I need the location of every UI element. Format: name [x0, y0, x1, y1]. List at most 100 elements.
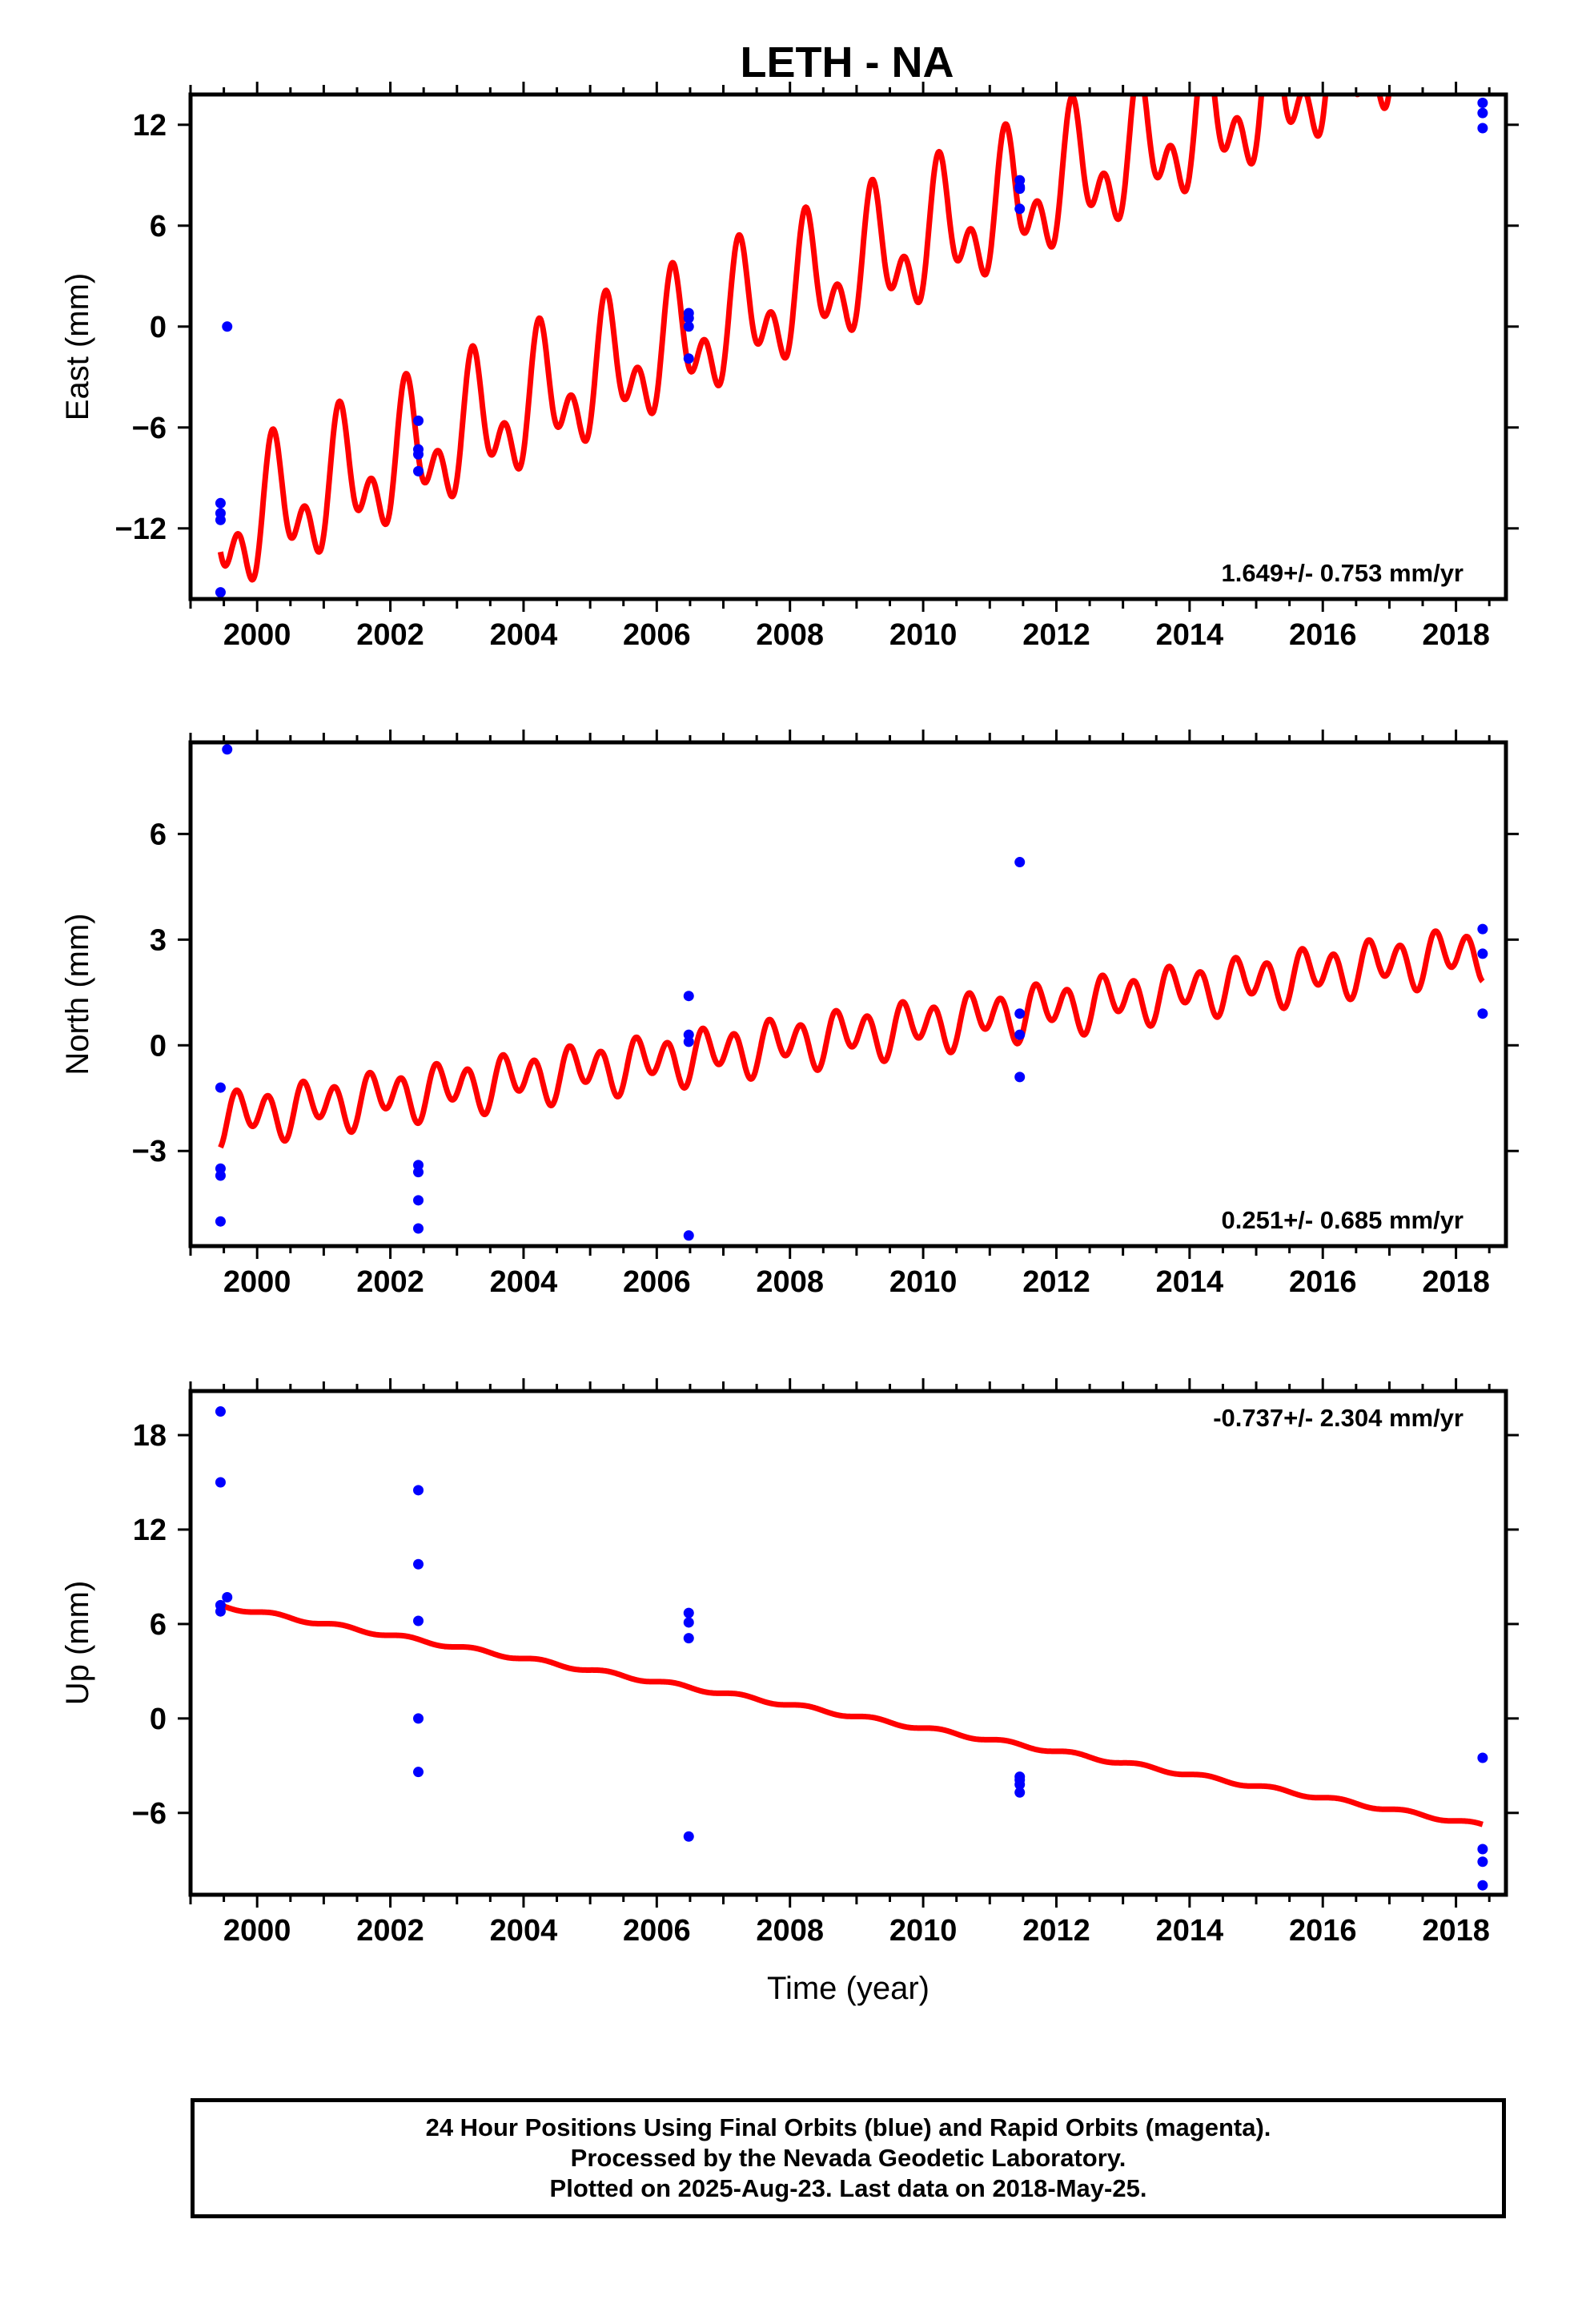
- data-point: [413, 1485, 424, 1496]
- x-tick-label: 2018: [1422, 1914, 1490, 1948]
- panel-east: 2000 2002 2004 2006 2008 2010 2012 2014 2016 2018…: [60, 82, 1519, 652]
- panel-frame: [188, 740, 1508, 1248]
- x-tick-label: 2016: [1289, 1914, 1357, 1948]
- data-point: [683, 1617, 694, 1628]
- data-point: [413, 1167, 424, 1178]
- panel-data: [215, 1406, 1488, 1891]
- x-tick-label: 2012: [1022, 1265, 1090, 1299]
- y-tick-label: −3: [132, 1135, 167, 1168]
- y-tick-label: −6: [132, 412, 167, 445]
- y-axis-label: East (mm): [60, 273, 95, 420]
- data-point: [1014, 1008, 1026, 1019]
- x-tick-label: 2010: [889, 1914, 958, 1948]
- x-tick-label: 2008: [756, 618, 824, 652]
- data-point: [222, 321, 233, 332]
- x-tick-label: 2014: [1156, 1914, 1224, 1948]
- y-tick-label: 12: [133, 109, 167, 143]
- x-tick-label: 2000: [223, 1265, 291, 1299]
- x-tick-label: 2002: [356, 1914, 424, 1948]
- panel-north: 2000 2002 2004 2006 2008 2010 2012 2014 2016 2018…: [60, 730, 1519, 1299]
- x-tick-label: 2014: [1156, 618, 1224, 652]
- y-tick-label: −12: [115, 513, 167, 546]
- data-point: [1477, 1008, 1488, 1019]
- y-tick-label: 6: [150, 210, 167, 243]
- data-point: [215, 1406, 226, 1417]
- data-point: [683, 353, 694, 364]
- data-point: [1477, 98, 1488, 108]
- data-point: [222, 1591, 233, 1602]
- data-point: [215, 1216, 226, 1227]
- rate-label: 1.649+/- 0.753 mm/yr: [1222, 559, 1464, 587]
- x-tick-label: 2018: [1422, 618, 1490, 652]
- data-point: [413, 415, 424, 426]
- x-tick-label: 2016: [1289, 1265, 1357, 1299]
- data-point: [1477, 107, 1488, 119]
- y-tick-label: 6: [150, 818, 167, 851]
- x-tick-label: 2012: [1022, 1914, 1090, 1948]
- data-point: [215, 587, 226, 598]
- x-tick-label: 2006: [623, 618, 691, 652]
- data-point: [683, 1633, 694, 1644]
- x-tick-label: 2006: [623, 1914, 691, 1948]
- data-point: [1477, 123, 1488, 134]
- y-tick-label: 6: [150, 1608, 167, 1642]
- x-tick-label: 2000: [223, 1914, 291, 1948]
- footer-line-1: 24 Hour Positions Using Final Orbits (bl…: [425, 2113, 1271, 2141]
- rate-label: -0.737+/- 2.304 mm/yr: [1213, 1404, 1464, 1432]
- panel-data: [215, 744, 1488, 1241]
- y-tick-label: 18: [133, 1419, 167, 1453]
- model-curve: [218, 1602, 1485, 1827]
- data-point: [1477, 948, 1488, 959]
- data-point: [1477, 1752, 1488, 1763]
- data-point: [1014, 1779, 1026, 1790]
- data-point: [215, 1170, 226, 1181]
- data-point: [215, 1082, 226, 1093]
- y-axis-label: Up (mm): [60, 1581, 95, 1706]
- x-tick-label: 2004: [490, 1914, 558, 1948]
- data-point: [1014, 857, 1026, 868]
- x-tick-label: 2010: [889, 1265, 958, 1299]
- x-tick-label: 2008: [756, 1265, 824, 1299]
- data-point: [683, 321, 694, 332]
- panel-up: 2000 2002 2004 2006 2008 2010 2012 2014 2016 2018…: [60, 1378, 1519, 2006]
- data-point: [1477, 923, 1488, 935]
- y-axis-label: North (mm): [60, 913, 95, 1075]
- panel-data: [215, 94, 1488, 598]
- data-point: [683, 312, 694, 324]
- data-point: [1014, 1072, 1026, 1083]
- data-point: [1014, 203, 1026, 215]
- y-tick-label: −6: [132, 1797, 167, 1831]
- data-point: [413, 465, 424, 476]
- x-tick-label: 2000: [223, 618, 291, 652]
- y-tick-label: 0: [150, 1703, 167, 1736]
- data-point: [215, 514, 226, 525]
- data-point: [413, 1767, 424, 1778]
- x-tick-label: 2002: [356, 618, 424, 652]
- x-tick-label: 2006: [623, 1265, 691, 1299]
- x-tick-label: 2012: [1022, 618, 1090, 652]
- y-tick-label: 3: [150, 923, 167, 957]
- data-point: [413, 448, 424, 460]
- data-point: [683, 1831, 694, 1842]
- x-tick-label: 2014: [1156, 1265, 1224, 1299]
- data-point: [413, 1713, 424, 1724]
- footer-box: 24 Hour Positions Using Final Orbits (bl…: [191, 2098, 1506, 2218]
- data-point: [683, 1036, 694, 1047]
- y-tick-label: 12: [133, 1514, 167, 1547]
- data-point: [413, 1195, 424, 1206]
- data-point: [215, 1606, 226, 1617]
- x-tick-label: 2010: [889, 618, 958, 652]
- panel-frame: [188, 1389, 1508, 1897]
- data-point: [1477, 1856, 1488, 1868]
- x-tick-label: 2018: [1422, 1265, 1490, 1299]
- data-point: [1014, 1029, 1026, 1040]
- footer-line-3: Plotted on 2025-Aug-23. Last data on 201…: [549, 2174, 1147, 2202]
- x-tick-label: 2002: [356, 1265, 424, 1299]
- data-point: [1014, 1787, 1026, 1798]
- y-tick-label: 0: [150, 1029, 167, 1063]
- panel-frame: [188, 92, 1508, 601]
- data-point: [1014, 182, 1026, 192]
- x-axis-label: Time (year): [767, 1971, 930, 2006]
- data-point: [683, 991, 694, 1002]
- model-curve: [217, 94, 1392, 583]
